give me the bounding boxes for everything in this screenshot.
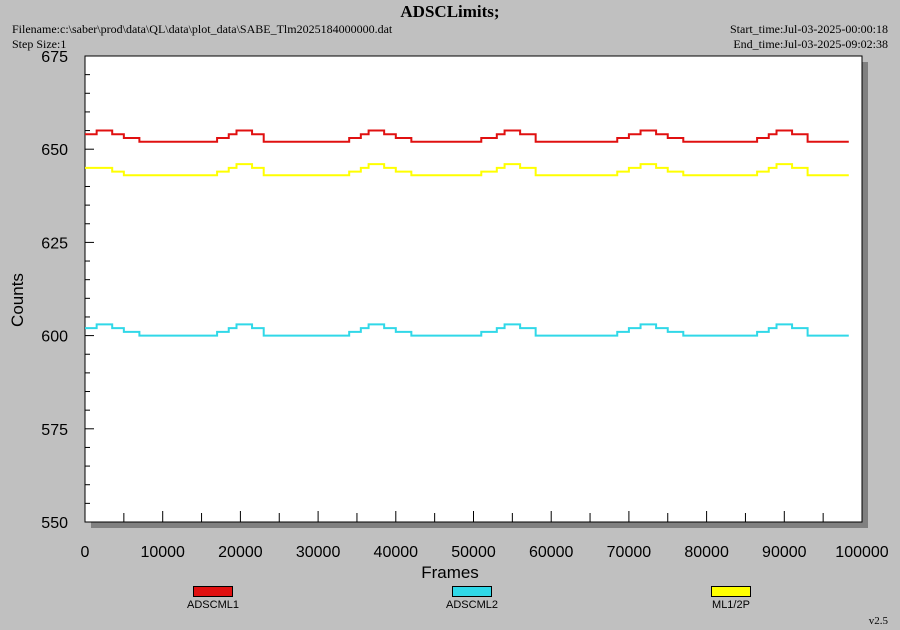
axes-layer: 550 575 600 625 650 675 0 10000 20000 30000 40000 5… <box>41 49 889 561</box>
x-tick-label: 10000 <box>140 544 185 561</box>
x-tick-label: 20000 <box>218 544 263 561</box>
x-tick-label: 80000 <box>684 544 729 561</box>
series-line-1 <box>85 129 849 143</box>
y-tick-label: 625 <box>41 235 68 252</box>
x-tick-label: 70000 <box>607 544 652 561</box>
plot-area <box>84 55 863 523</box>
legend-label: ADSCML1 <box>187 599 239 611</box>
series-line-2 <box>85 323 849 337</box>
series-line-3 <box>85 163 849 177</box>
x-tick-label: 90000 <box>762 544 807 561</box>
x-tick-label: 60000 <box>529 544 574 561</box>
y-tick-label: 575 <box>41 422 68 439</box>
y-axis-label: Counts <box>8 273 27 327</box>
x-tick-label: 0 <box>81 544 90 561</box>
start-time-label: Start_time:Jul-03-2025-00:00:18 <box>730 22 888 36</box>
y-tick-label: 600 <box>41 329 68 346</box>
filename-label: Filename:c:\saber\prod\data\QL\data\plot… <box>12 22 393 36</box>
x-tick-label: 50000 <box>451 544 496 561</box>
y-tick-label: 650 <box>41 142 68 159</box>
series-layer <box>85 129 849 337</box>
end-time-label: End_time:Jul-03-2025-09:02:38 <box>733 37 888 51</box>
legend-swatch <box>193 586 233 597</box>
step-size-label: Step Size:1 <box>12 37 67 51</box>
x-axis-label: Frames <box>421 563 479 582</box>
legend-swatch <box>711 586 751 597</box>
version-label: v2.5 <box>868 615 888 627</box>
x-tick-label: 100000 <box>835 544 888 561</box>
y-tick-label: 550 <box>41 515 68 532</box>
legend-label: ADSCML2 <box>446 599 498 611</box>
legend-item-adscml1: ADSCML1 <box>153 586 273 611</box>
legend-label: ML1/2P <box>712 599 750 611</box>
legend-item-adscml2: ADSCML2 <box>412 586 532 611</box>
x-tick-label: 40000 <box>374 544 419 561</box>
x-tick-label: 30000 <box>296 544 341 561</box>
legend-swatch <box>452 586 492 597</box>
legend-item-ml1-2p: ML1/2P <box>671 586 791 611</box>
chart-title: ADSCLimits; <box>400 2 500 21</box>
y-tick-label: 675 <box>41 49 68 66</box>
